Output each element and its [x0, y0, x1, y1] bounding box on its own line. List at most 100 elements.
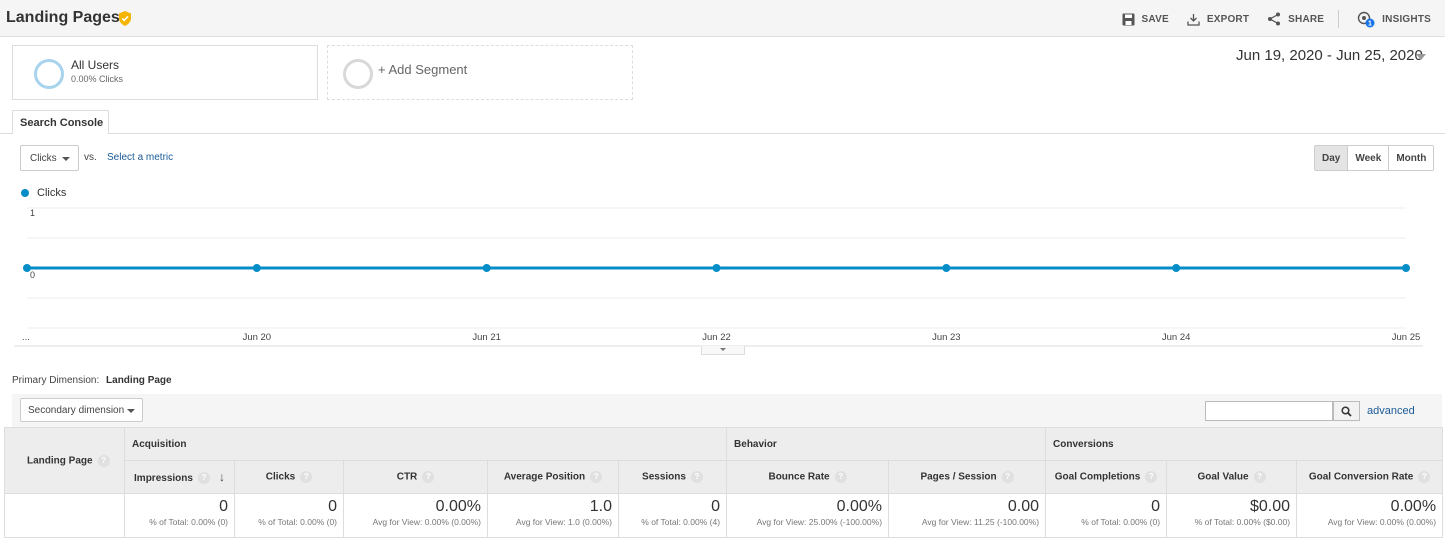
total-sub: Avg for View: 11.25 (-100.00%) [921, 517, 1040, 527]
total-value: 0.00% [1390, 498, 1437, 515]
period-day-button[interactable]: Day [1315, 146, 1348, 170]
header-divider [1338, 10, 1340, 28]
col-goal-conversion-rate[interactable]: Goal Conversion Rate? [1296, 460, 1444, 494]
page-title: Landing Pages [6, 9, 120, 26]
total-cell: $0.00 % of Total: 0.00% ($0.00) [1166, 493, 1298, 538]
export-button[interactable]: EXPORT [1187, 13, 1249, 26]
y-tick-label: 1 [30, 208, 35, 218]
help-icon[interactable]: ? [1253, 471, 1266, 483]
x-tick-label: Jun 25 [1392, 332, 1421, 343]
save-label: SAVE [1141, 13, 1169, 25]
help-icon[interactable]: ? [97, 454, 110, 467]
segment-sub: 0.00% Clicks [71, 74, 124, 84]
period-week-button[interactable]: Week [1347, 146, 1389, 170]
column-label: Goal Conversion Rate [1308, 471, 1414, 483]
secondary-dimension-select[interactable]: Secondary dimension [20, 398, 143, 422]
col-impressions[interactable]: Impressions? ↓ [124, 460, 235, 494]
tab-search-console[interactable]: Search Console [12, 110, 109, 134]
total-value: $0.00 [1250, 498, 1291, 515]
data-point [1402, 264, 1410, 272]
total-sub: Avg for View: 0.00% (0.00%) [372, 517, 481, 527]
help-icon[interactable]: ? [690, 471, 703, 483]
col-clicks[interactable]: Clicks? [234, 460, 344, 494]
help-icon[interactable]: ? [1418, 471, 1431, 483]
data-table: Landing Page? Acquisition Behavior Conve… [4, 427, 1444, 538]
export-label: EXPORT [1206, 13, 1250, 25]
x-tick-label: Jun 23 [932, 332, 961, 343]
select-metric-link[interactable]: Select a metric [107, 152, 174, 163]
total-cell: 0 % of Total: 0.00% (4) [617, 493, 728, 538]
total-cell: 0.00% Avg for View: 0.00% (0.00%) [343, 493, 488, 538]
help-icon[interactable]: ? [834, 471, 847, 483]
help-icon[interactable]: ? [422, 471, 435, 483]
col-bounce-rate[interactable]: Bounce Rate? [726, 460, 890, 494]
date-range-picker[interactable]: Jun 19, 2020 - Jun 25, 2020 [1236, 47, 1423, 64]
save-button[interactable]: SAVE [1122, 13, 1169, 26]
add-segment-button[interactable]: + Add Segment [327, 45, 633, 100]
col-goal-completions[interactable]: Goal Completions? [1045, 460, 1168, 494]
total-sub: Avg for View: 1.0 (0.00%) [515, 517, 612, 527]
col-pages-per-session[interactable]: Pages / Session? [888, 460, 1047, 494]
period-month-button[interactable]: Month [1388, 146, 1434, 170]
total-value: 0.00% [836, 498, 883, 515]
segment-ring-icon [34, 59, 64, 89]
x-tick-label: Jun 24 [1162, 332, 1191, 343]
help-icon[interactable]: ? [1001, 471, 1014, 483]
total-cell: 0 % of Total: 0.00% (0) [234, 493, 344, 538]
primary-dimension-label: Primary Dimension: [12, 375, 100, 386]
insights-icon: 1 [1357, 11, 1375, 27]
col-goal-value[interactable]: Goal Value? [1166, 460, 1298, 494]
column-label: Bounce Rate [768, 471, 830, 483]
total-sub: % of Total: 0.00% (0) [258, 517, 337, 527]
export-icon [1187, 13, 1200, 26]
add-segment-label: + Add Segment [378, 62, 468, 77]
total-value: 0 [711, 498, 721, 515]
help-icon[interactable]: ? [197, 472, 210, 485]
share-button[interactable]: SHARE [1267, 12, 1324, 26]
total-sub: % of Total: 0.00% (0) [1081, 517, 1161, 527]
insights-label: INSIGHTS [1382, 13, 1431, 25]
total-value: 1.0 [589, 498, 612, 515]
chart-collapse-handle[interactable] [701, 346, 745, 355]
period-toggle: Day Week Month [1314, 145, 1435, 171]
total-cell: 0.00% Avg for View: 0.00% (0.00%) [1296, 493, 1444, 538]
total-sub: % of Total: 0.00% (0) [149, 517, 228, 527]
total-value: 0 [1151, 498, 1161, 515]
help-icon[interactable]: ? [300, 471, 313, 483]
date-range-caret-icon[interactable] [1416, 54, 1426, 60]
x-tick-label: ... [22, 332, 30, 343]
total-cell: 0 % of Total: 0.00% (0) [124, 493, 235, 538]
landing-page-header[interactable]: Landing Page? [4, 427, 125, 494]
metric-select[interactable]: Clicks [20, 145, 79, 171]
column-label: Pages / Session [920, 471, 997, 483]
advanced-filter-link[interactable]: advanced [1367, 405, 1415, 417]
segment-name: All Users [71, 58, 120, 72]
column-label: Clicks [265, 471, 296, 483]
total-sub: % of Total: 0.00% ($0.00) [1194, 517, 1291, 527]
primary-dimension-value[interactable]: Landing Page [106, 375, 172, 386]
help-icon[interactable]: ? [590, 471, 603, 483]
col-average-position[interactable]: Average Position? [487, 460, 619, 494]
group-behavior: Behavior [726, 427, 1047, 461]
line-chart: 1 0... Jun 20 Jun 21 Jun 22 Jun 23 Jun 24 Jun 2… [14, 207, 1423, 347]
total-cell: 0 % of Total: 0.00% (0) [1045, 493, 1168, 538]
share-label: SHARE [1288, 13, 1325, 25]
x-tick-label: Jun 21 [472, 332, 501, 343]
table-search-input[interactable] [1205, 401, 1333, 421]
segment-all-users[interactable]: All Users 0.00% Clicks [12, 45, 318, 100]
metric-select-value: Clicks [30, 153, 57, 164]
col-sessions[interactable]: Sessions? [617, 460, 728, 494]
search-icon [1341, 405, 1352, 417]
help-icon[interactable]: ? [1145, 471, 1158, 483]
search-button[interactable] [1333, 401, 1360, 421]
verified-shield-icon [119, 11, 131, 26]
col-ctr[interactable]: CTR? [343, 460, 488, 494]
legend-label: Clicks [37, 187, 67, 199]
column-label: Sessions [642, 471, 686, 483]
total-sub: Avg for View: 25.00% (-100.00%) [756, 517, 883, 527]
total-value: 0.00 [1007, 498, 1040, 515]
insights-button[interactable]: 1 INSIGHTS [1357, 11, 1431, 28]
total-cell: 0.00% Avg for View: 25.00% (-100.00%) [726, 493, 890, 538]
total-cell: 0.00 Avg for View: 11.25 (-100.00%) [888, 493, 1047, 538]
group-conversions: Conversions [1045, 427, 1444, 461]
